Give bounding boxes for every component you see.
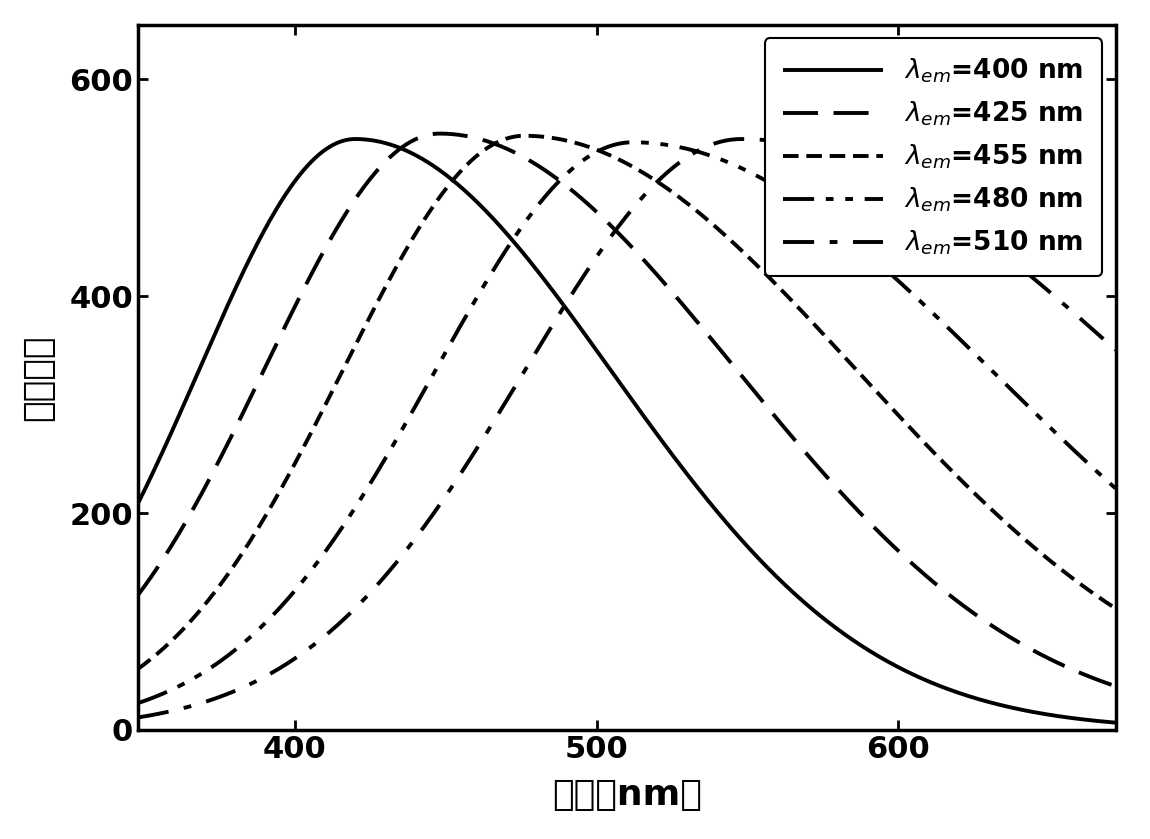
Legend: $\lambda_{em}$=400 nm, $\lambda_{em}$=425 nm, $\lambda_{em}$=455 nm, $\lambda_{e: $\lambda_{em}$=400 nm, $\lambda_{em}$=42… — [765, 39, 1103, 276]
X-axis label: 波长（nm）: 波长（nm） — [552, 778, 702, 811]
Y-axis label: 荧光强度: 荧光强度 — [22, 334, 55, 421]
